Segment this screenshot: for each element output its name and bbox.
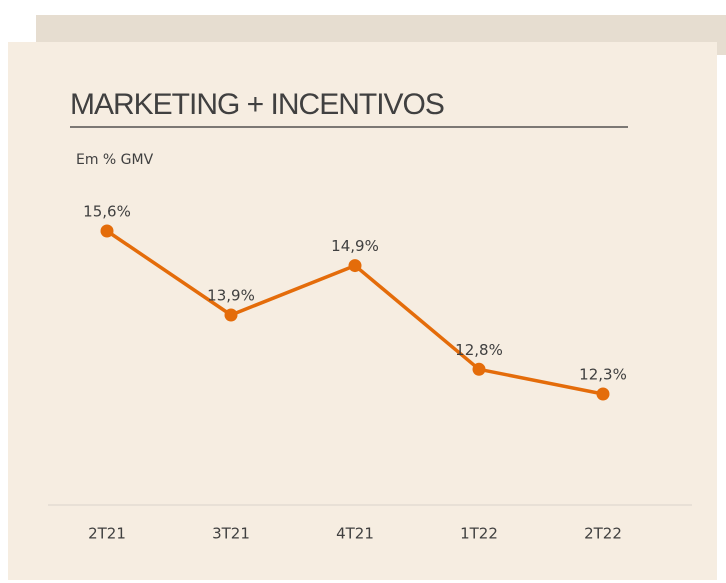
data-label: 12,3%	[579, 366, 627, 384]
point	[224, 308, 238, 322]
point	[100, 224, 114, 238]
chart-title: MARKETING + INCENTIVOS	[70, 88, 444, 121]
data-label: 12,8%	[455, 341, 503, 359]
data-label: 14,9%	[331, 237, 379, 255]
point	[472, 362, 486, 376]
point	[348, 259, 362, 273]
point	[596, 387, 610, 401]
panel	[8, 42, 717, 580]
x-tick-label: 3T21	[212, 525, 250, 543]
chart-subtitle: Em % GMV	[76, 152, 154, 168]
x-tick-label: 4T21	[336, 525, 374, 543]
x-tick-label: 2T21	[88, 525, 126, 543]
data-label: 15,6%	[83, 203, 131, 221]
x-tick-label: 1T22	[460, 525, 498, 543]
x-tick-label: 2T22	[584, 525, 622, 543]
data-label: 13,9%	[207, 286, 255, 304]
